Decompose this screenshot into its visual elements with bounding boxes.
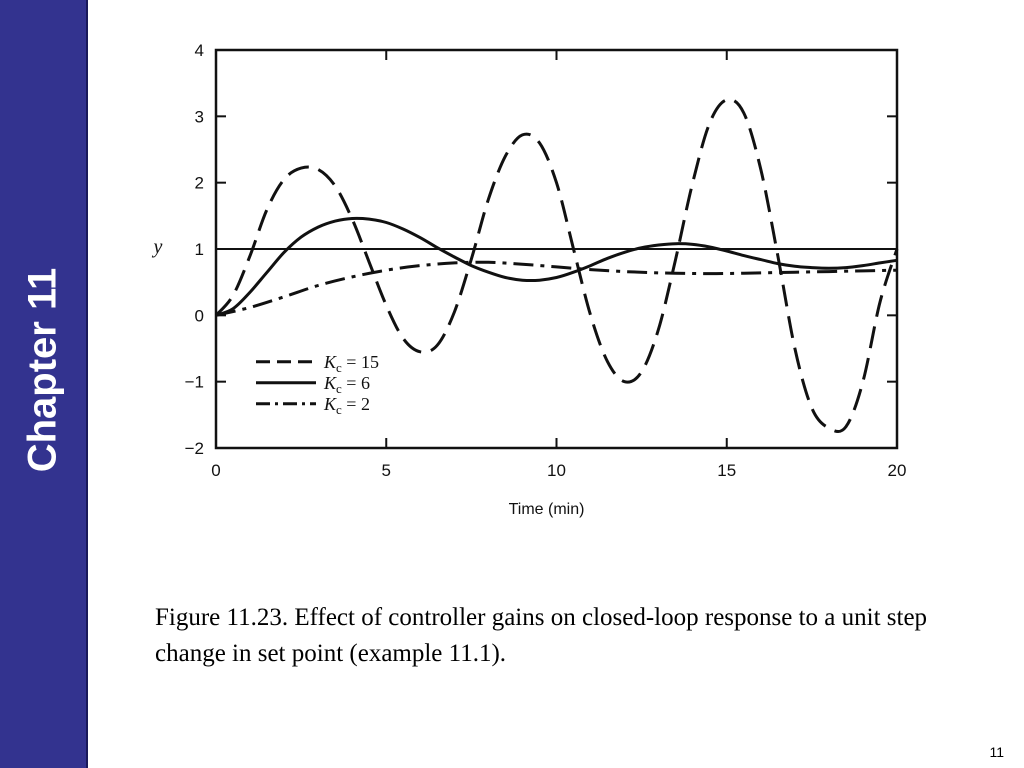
y-tick-label: 0 [195,306,204,325]
y-tick-label: 1 [195,240,204,259]
series-line-kc2 [215,260,898,317]
chapter-title: Chapter 11 [20,267,65,473]
x-tick-label: 10 [547,461,566,480]
legend-label: Kc = 2 [323,394,370,417]
sidebar: Chapter 11 [0,0,88,768]
y-tick-label: 2 [195,174,204,193]
figure-caption: Figure 11.23. Effect of controller gains… [155,604,928,668]
x-tick-label: 5 [382,461,391,480]
x-tick-label: 20 [888,461,907,480]
y-tick-label: 3 [195,107,204,126]
x-tick-label: 15 [717,461,736,480]
series-line-kc15 [214,97,899,433]
y-tick-label: −2 [185,439,204,458]
page-number: 11 [989,744,1004,760]
legend-label: Kc = 15 [323,352,379,375]
x-axis-label: Time (min) [509,501,585,518]
y-tick-label: −1 [185,373,204,392]
legend-label: Kc = 6 [323,373,370,396]
y-axis-label: y [152,236,163,258]
series-line-kc6 [215,216,898,317]
y-tick-label: 4 [195,41,204,60]
x-tick-label: 0 [211,461,220,480]
